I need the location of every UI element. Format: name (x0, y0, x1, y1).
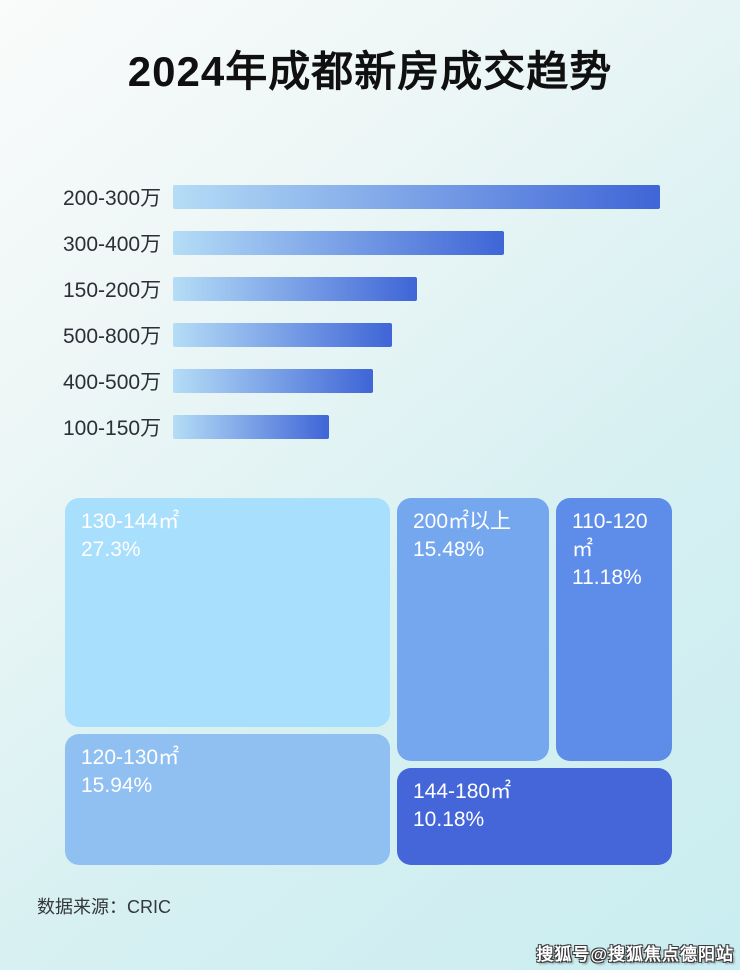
bar-label: 150-200万 (63, 279, 162, 302)
sohu-watermark: 搜狐号@搜狐焦点德阳站 (536, 945, 734, 964)
price-range-bar-chart: 200-300万 300-400万 150-200万 500-800万 400-… (63, 185, 677, 461)
unit-size-treemap: 130-144㎡ 27.3% 120-130㎡ 15.94% 200㎡以上 15… (65, 498, 672, 865)
treemap-cell-110-120: 110-120㎡ 11.18% (556, 498, 672, 761)
bar (173, 185, 660, 209)
treemap-cell-label: 144-180㎡ (413, 780, 512, 803)
bar-row: 150-200万 (63, 277, 677, 302)
bar-label: 300-400万 (63, 233, 162, 256)
bar-row: 500-800万 (63, 323, 677, 348)
treemap-cell-200-plus: 200㎡以上 15.48% (397, 498, 549, 761)
bar-track (173, 277, 660, 301)
treemap-cell-text: 120-130㎡ 15.94% (65, 734, 390, 800)
bar-label: 400-500万 (63, 371, 162, 394)
treemap-cell-label: 110-120㎡ (572, 510, 648, 562)
bar-row: 400-500万 (63, 369, 677, 394)
bar-track (173, 231, 660, 255)
bar-track (173, 185, 660, 209)
bar-row: 300-400万 (63, 231, 677, 256)
bar-track (173, 415, 660, 439)
bar-row: 100-150万 (63, 415, 677, 440)
treemap-cell-value: 27.3% (81, 538, 141, 562)
bar (173, 323, 393, 347)
data-source-label: 数据来源：CRIC (37, 897, 171, 917)
bar-track (173, 369, 660, 393)
bar-label: 200-300万 (63, 187, 162, 210)
bar-label: 500-800万 (63, 325, 162, 348)
page-title: 2024年成都新房成交趋势 (127, 48, 613, 95)
treemap-cell-value: 10.18% (413, 808, 485, 832)
bar (173, 415, 329, 439)
treemap-cell-value: 15.94% (81, 774, 153, 798)
bar-row: 200-300万 (63, 185, 677, 210)
treemap-cell-text: 110-120㎡ 11.18% (556, 498, 672, 592)
treemap-cell-label: 130-144㎡ (81, 510, 180, 533)
bar-label: 100-150万 (63, 417, 162, 440)
bar (173, 231, 505, 255)
treemap-cell-value: 11.18% (572, 566, 642, 590)
treemap-cell-text: 130-144㎡ 27.3% (65, 498, 390, 564)
treemap-cell-label: 200㎡以上 (413, 510, 512, 533)
treemap-cell-120-130: 120-130㎡ 15.94% (65, 734, 390, 865)
treemap-cell-value: 15.48% (413, 538, 485, 562)
bar (173, 369, 373, 393)
bar-track (173, 323, 660, 347)
bar (173, 277, 417, 301)
treemap-cell-label: 120-130㎡ (81, 746, 180, 769)
treemap-cell-text: 144-180㎡ 10.18% (397, 768, 672, 834)
treemap-cell-144-180: 144-180㎡ 10.18% (397, 768, 672, 865)
treemap-cell-text: 200㎡以上 15.48% (397, 498, 549, 564)
treemap-cell-130-144: 130-144㎡ 27.3% (65, 498, 390, 727)
